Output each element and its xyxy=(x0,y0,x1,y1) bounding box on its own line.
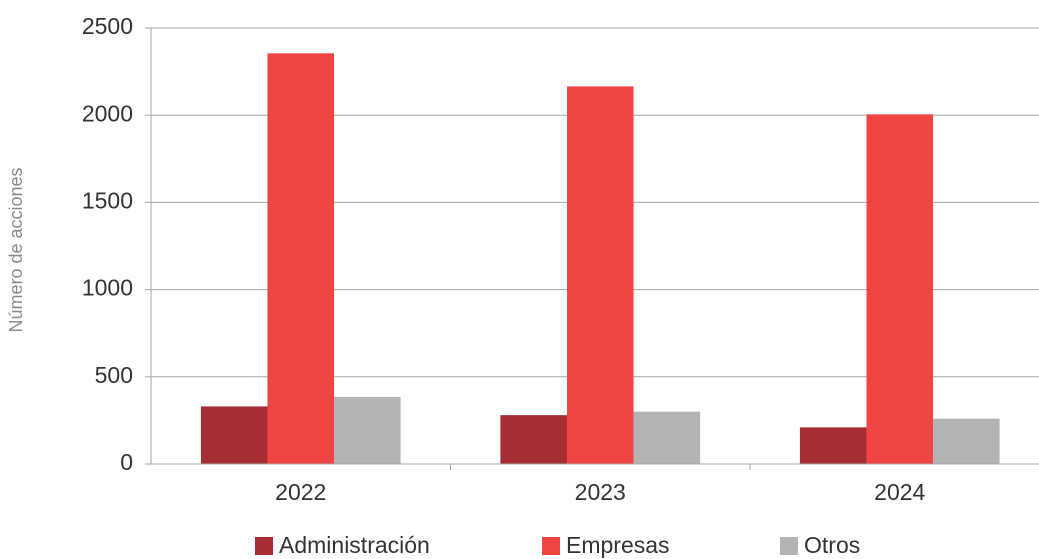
legend-label: Otros xyxy=(804,532,860,558)
y-tick-label: 500 xyxy=(95,362,133,388)
legend-label: Empresas xyxy=(566,532,670,558)
y-axis-title: Número de acciones xyxy=(6,167,26,332)
y-tick-label: 1500 xyxy=(82,187,133,213)
bar xyxy=(566,86,634,464)
legend-swatch xyxy=(542,537,560,555)
y-tick-label: 1000 xyxy=(82,275,133,301)
bar xyxy=(267,53,335,465)
bar xyxy=(866,114,934,464)
bar xyxy=(933,418,1000,464)
y-tick-label: 2500 xyxy=(82,13,133,39)
legend-swatch xyxy=(255,537,273,555)
y-tick-label: 2000 xyxy=(82,100,133,126)
legend-label: Administración xyxy=(279,532,430,558)
x-tick-label: 2022 xyxy=(275,479,326,505)
bar xyxy=(799,427,867,464)
y-tick-label: 0 xyxy=(120,449,133,475)
x-tick-label: 2023 xyxy=(575,479,626,505)
x-tick-label: 2024 xyxy=(874,479,925,505)
legend-swatch xyxy=(780,537,798,555)
bar xyxy=(200,406,268,464)
bar xyxy=(334,396,401,464)
bar xyxy=(633,411,701,464)
bar xyxy=(500,415,567,464)
